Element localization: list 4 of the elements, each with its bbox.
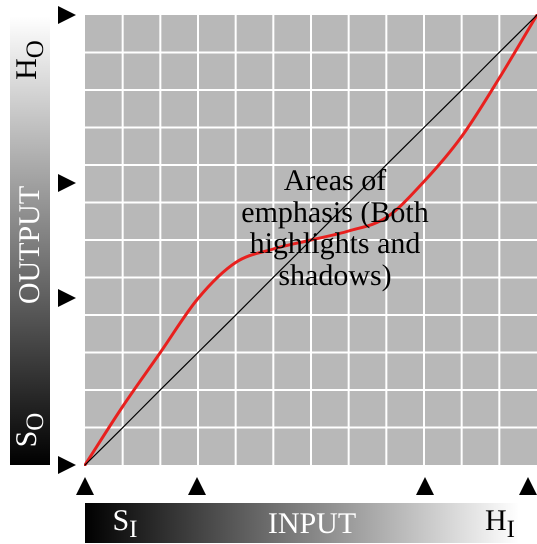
text: S$_{I}$	[112, 504, 138, 544]
x-axis-title: INPUT	[268, 507, 356, 541]
y-axis-title: OUTPUT	[13, 186, 47, 304]
text: H$_{I}$	[485, 504, 515, 544]
